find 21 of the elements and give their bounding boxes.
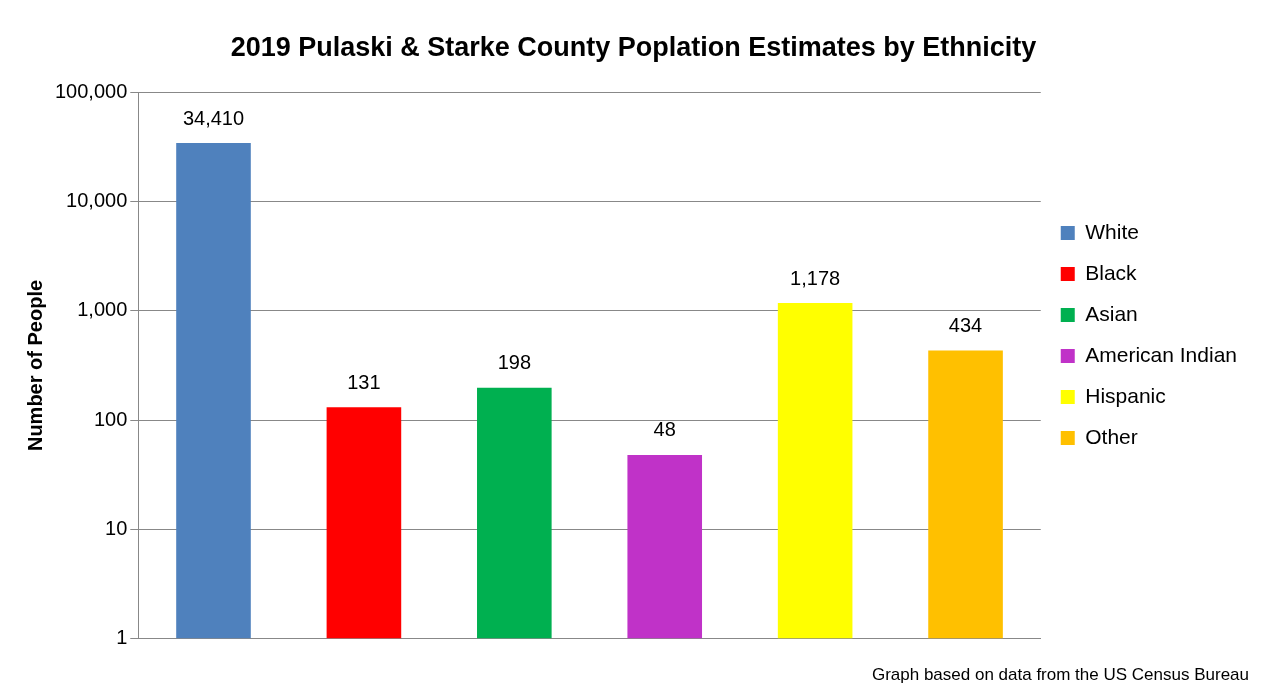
y-tick-label: 10,000 bbox=[66, 189, 128, 212]
legend-label: Asian bbox=[1085, 301, 1138, 325]
text: Graph based on data from the US Census Bureau bbox=[871, 665, 1249, 685]
data-label: 131 bbox=[347, 370, 381, 393]
legend-label: American Indian bbox=[1085, 342, 1237, 366]
y-tick-label: 100 bbox=[93, 407, 128, 430]
y-axis-title: Number of People bbox=[23, 279, 46, 452]
y-tick-label: 10 bbox=[105, 516, 128, 539]
legend-label: Hispanic bbox=[1085, 383, 1166, 407]
legend-label: Other bbox=[1085, 424, 1138, 448]
data-label: 1,178 bbox=[790, 266, 841, 289]
data-label: 198 bbox=[497, 351, 532, 374]
legend-label: White bbox=[1085, 219, 1139, 243]
y-tick-label: 1,000 bbox=[77, 298, 128, 321]
chart-title: 2019 Pulaski & Starke County Poplation Estimates by Ethnicity bbox=[230, 31, 1037, 62]
data-label: 434 bbox=[948, 314, 983, 336]
legend-label: Black bbox=[1085, 260, 1138, 284]
y-tick-label: 100,000 bbox=[55, 79, 128, 102]
data-label: 48 bbox=[653, 418, 676, 441]
data-label: 34,410 bbox=[182, 106, 245, 129]
y-tick-label: 1 bbox=[116, 626, 128, 649]
